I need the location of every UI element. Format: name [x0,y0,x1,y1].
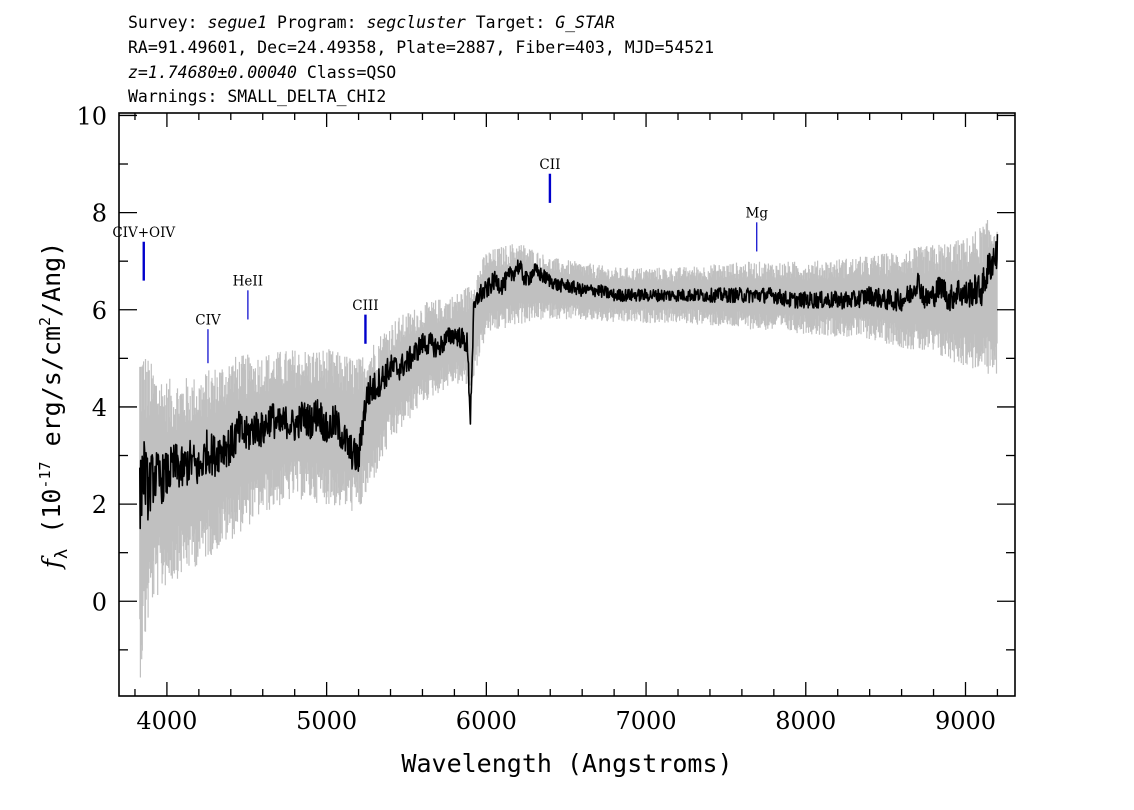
y-axis-symbol: f [37,555,66,570]
x-tick-label: 5000 [296,707,357,735]
x-tick-label: 8000 [775,707,836,735]
y-axis-title: fλ (10-17 erg/s/cm2/Ang) [36,242,72,571]
program-value: segcluster [366,13,465,32]
y-tick-label: 8 [92,200,107,228]
header-line-1: Survey: segue1 Program: segcluster Targe… [128,13,615,32]
emission-line-label: Mg [746,205,769,221]
y-axis-exponent-1: -17 [36,461,54,488]
header-line-2: RA=91.49601, Dec=24.49358, Plate=2887, F… [128,38,714,57]
y-tick-label: 6 [92,297,107,325]
y-axis-exponent-2: 2 [36,317,54,326]
header-line-4: Warnings: SMALL_DELTA_CHI2 [128,87,386,106]
y-axis-unit-mid: erg/s/cm [37,326,66,461]
y-tick-label: 10 [76,102,107,130]
target-value: G_STAR [555,13,615,32]
program-label: Program: [267,13,366,32]
x-tick-label: 7000 [616,707,677,735]
plot-area [139,220,999,678]
x-tick-label: 4000 [136,707,197,735]
header-block: Survey: segue1 Program: segcluster Targe… [128,13,714,106]
y-tick-label: 4 [92,394,107,422]
redshift-value: z=1.74680±0.00040 [128,63,297,82]
flux-line [139,234,999,530]
target-label: Target: [466,13,555,32]
class-value: Class=QSO [297,63,396,82]
axes: 4000 5000 6000 7000 8000 9000 0 2 4 6 8 10 [76,102,1016,735]
plot-frame [118,112,1016,697]
survey-value: segue1 [207,13,267,32]
x-axis-title: Wavelength (Angstroms) [401,749,732,778]
y-axis-unit-prefix: (10 [37,489,66,549]
header-line-3: z=1.74680±0.00040 Class=QSO [128,63,396,82]
emission-line-label: CII [539,157,560,173]
emission-line-markers: CIV+OIV CIV HeII CIII CII Mg [112,157,769,364]
x-tick-label: 6000 [456,707,517,735]
emission-line-label: HeII [233,273,263,289]
emission-line-label: CIV+OIV [112,225,175,241]
x-tick-label: 9000 [935,707,996,735]
y-axis-unit-suffix: /Ang) [37,242,66,317]
emission-line-label: CIV [195,312,221,328]
y-tick-label: 0 [92,588,107,616]
survey-label: Survey: [128,13,207,32]
y-tick-label: 2 [92,491,107,519]
emission-line-label: CIII [352,298,378,314]
y-axis-subscript: λ [52,549,72,559]
